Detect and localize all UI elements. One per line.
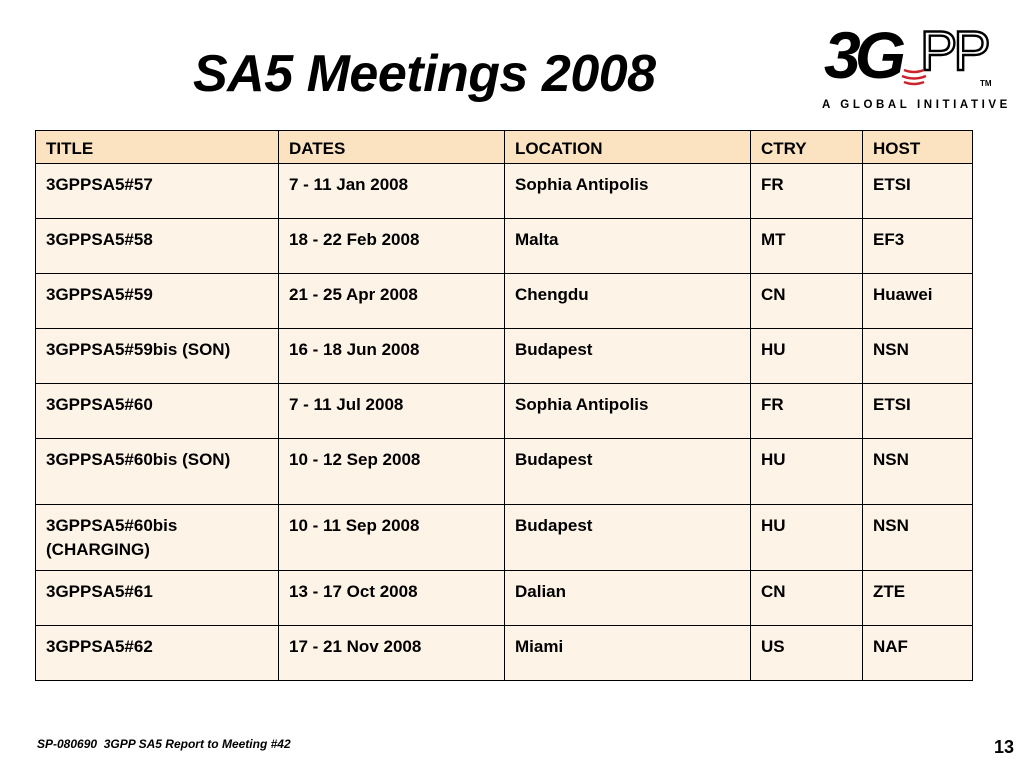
cell-location: Budapest bbox=[504, 328, 751, 384]
header-title: TITLE bbox=[35, 130, 279, 164]
cell-host: EF3 bbox=[862, 218, 973, 274]
cell-title: 3GPPSA5#57 bbox=[35, 163, 279, 219]
table-row: 3GPPSA5#60 7 - 11 Jul 2008 Sophia Antipo… bbox=[35, 383, 973, 439]
cell-ctry: CN bbox=[750, 570, 863, 626]
cell-dates: 10 - 12 Sep 2008 bbox=[278, 438, 505, 505]
cell-dates: 21 - 25 Apr 2008 bbox=[278, 273, 505, 329]
header-location: LOCATION bbox=[504, 130, 751, 164]
cell-ctry: HU bbox=[750, 328, 863, 384]
table-row: 3GPPSA5#57 7 - 11 Jan 2008 Sophia Antipo… bbox=[35, 163, 973, 219]
table-row: 3GPPSA5#60bis (CHARGING) 10 - 11 Sep 200… bbox=[35, 504, 973, 571]
cell-host: ETSI bbox=[862, 383, 973, 439]
cell-title: 3GPPSA5#62 bbox=[35, 625, 279, 681]
cell-title: 3GPPSA5#58 bbox=[35, 218, 279, 274]
cell-location: Sophia Antipolis bbox=[504, 163, 751, 219]
3gpp-logo-mark: 3G PP TM bbox=[824, 18, 994, 92]
cell-title: 3GPPSA5#61 bbox=[35, 570, 279, 626]
logo-pp-text: PP bbox=[920, 19, 988, 82]
cell-title: 3GPPSA5#60bis (SON) bbox=[35, 438, 279, 505]
3gpp-logo: 3G PP TM A GLOBAL INITIATIVE bbox=[822, 10, 1011, 116]
table-row: 3GPPSA5#60bis (SON) 10 - 12 Sep 2008 Bud… bbox=[35, 438, 973, 505]
slide-footer: SP-080690 3GPP SA5 Report to Meeting #42 bbox=[37, 737, 291, 751]
cell-location: Budapest bbox=[504, 504, 751, 571]
cell-host: NAF bbox=[862, 625, 973, 681]
header-host: HOST bbox=[862, 130, 973, 164]
table-row: 3GPPSA5#58 18 - 22 Feb 2008 Malta MT EF3 bbox=[35, 218, 973, 274]
table-row: 3GPPSA5#61 13 - 17 Oct 2008 Dalian CN ZT… bbox=[35, 570, 973, 626]
cell-host: ETSI bbox=[862, 163, 973, 219]
cell-ctry: CN bbox=[750, 273, 863, 329]
cell-dates: 10 - 11 Sep 2008 bbox=[278, 504, 505, 571]
slide-title: SA5 Meetings 2008 bbox=[193, 45, 656, 103]
table-header-row: TITLE DATES LOCATION CTRY HOST bbox=[35, 130, 973, 164]
logo-3g-text: 3G bbox=[824, 18, 905, 92]
cell-dates: 13 - 17 Oct 2008 bbox=[278, 570, 505, 626]
cell-title: 3GPPSA5#60 bbox=[35, 383, 279, 439]
cell-location: Budapest bbox=[504, 438, 751, 505]
cell-location: Sophia Antipolis bbox=[504, 383, 751, 439]
cell-ctry: FR bbox=[750, 383, 863, 439]
cell-ctry: FR bbox=[750, 163, 863, 219]
cell-host: NSN bbox=[862, 328, 973, 384]
cell-host: NSN bbox=[862, 438, 973, 505]
cell-location: Miami bbox=[504, 625, 751, 681]
cell-ctry: US bbox=[750, 625, 863, 681]
cell-ctry: HU bbox=[750, 438, 863, 505]
cell-dates: 16 - 18 Jun 2008 bbox=[278, 328, 505, 384]
cell-title: 3GPPSA5#59 bbox=[35, 273, 279, 329]
cell-location: Malta bbox=[504, 218, 751, 274]
cell-location: Chengdu bbox=[504, 273, 751, 329]
cell-dates: 7 - 11 Jan 2008 bbox=[278, 163, 505, 219]
logo-tagline: A GLOBAL INITIATIVE bbox=[822, 99, 1011, 111]
table-row: 3GPPSA5#62 17 - 21 Nov 2008 Miami US NAF bbox=[35, 625, 973, 681]
meetings-table: TITLE DATES LOCATION CTRY HOST 3GPPSA5#5… bbox=[35, 130, 973, 681]
header-dates: DATES bbox=[278, 130, 505, 164]
table-row: 3GPPSA5#59bis (SON) 16 - 18 Jun 2008 Bud… bbox=[35, 328, 973, 384]
header-ctry: CTRY bbox=[750, 130, 863, 164]
logo-trademark: TM bbox=[980, 79, 992, 88]
cell-dates: 7 - 11 Jul 2008 bbox=[278, 383, 505, 439]
cell-ctry: HU bbox=[750, 504, 863, 571]
cell-location: Dalian bbox=[504, 570, 751, 626]
cell-dates: 18 - 22 Feb 2008 bbox=[278, 218, 505, 274]
cell-host: ZTE bbox=[862, 570, 973, 626]
cell-host: Huawei bbox=[862, 273, 973, 329]
cell-host: NSN bbox=[862, 504, 973, 571]
page-number: 13 bbox=[993, 737, 1014, 757]
cell-dates: 17 - 21 Nov 2008 bbox=[278, 625, 505, 681]
cell-title: 3GPPSA5#59bis (SON) bbox=[35, 328, 279, 384]
cell-ctry: MT bbox=[750, 218, 863, 274]
cell-title: 3GPPSA5#60bis (CHARGING) bbox=[35, 504, 279, 571]
table-row: 3GPPSA5#59 21 - 25 Apr 2008 Chengdu CN H… bbox=[35, 273, 973, 329]
